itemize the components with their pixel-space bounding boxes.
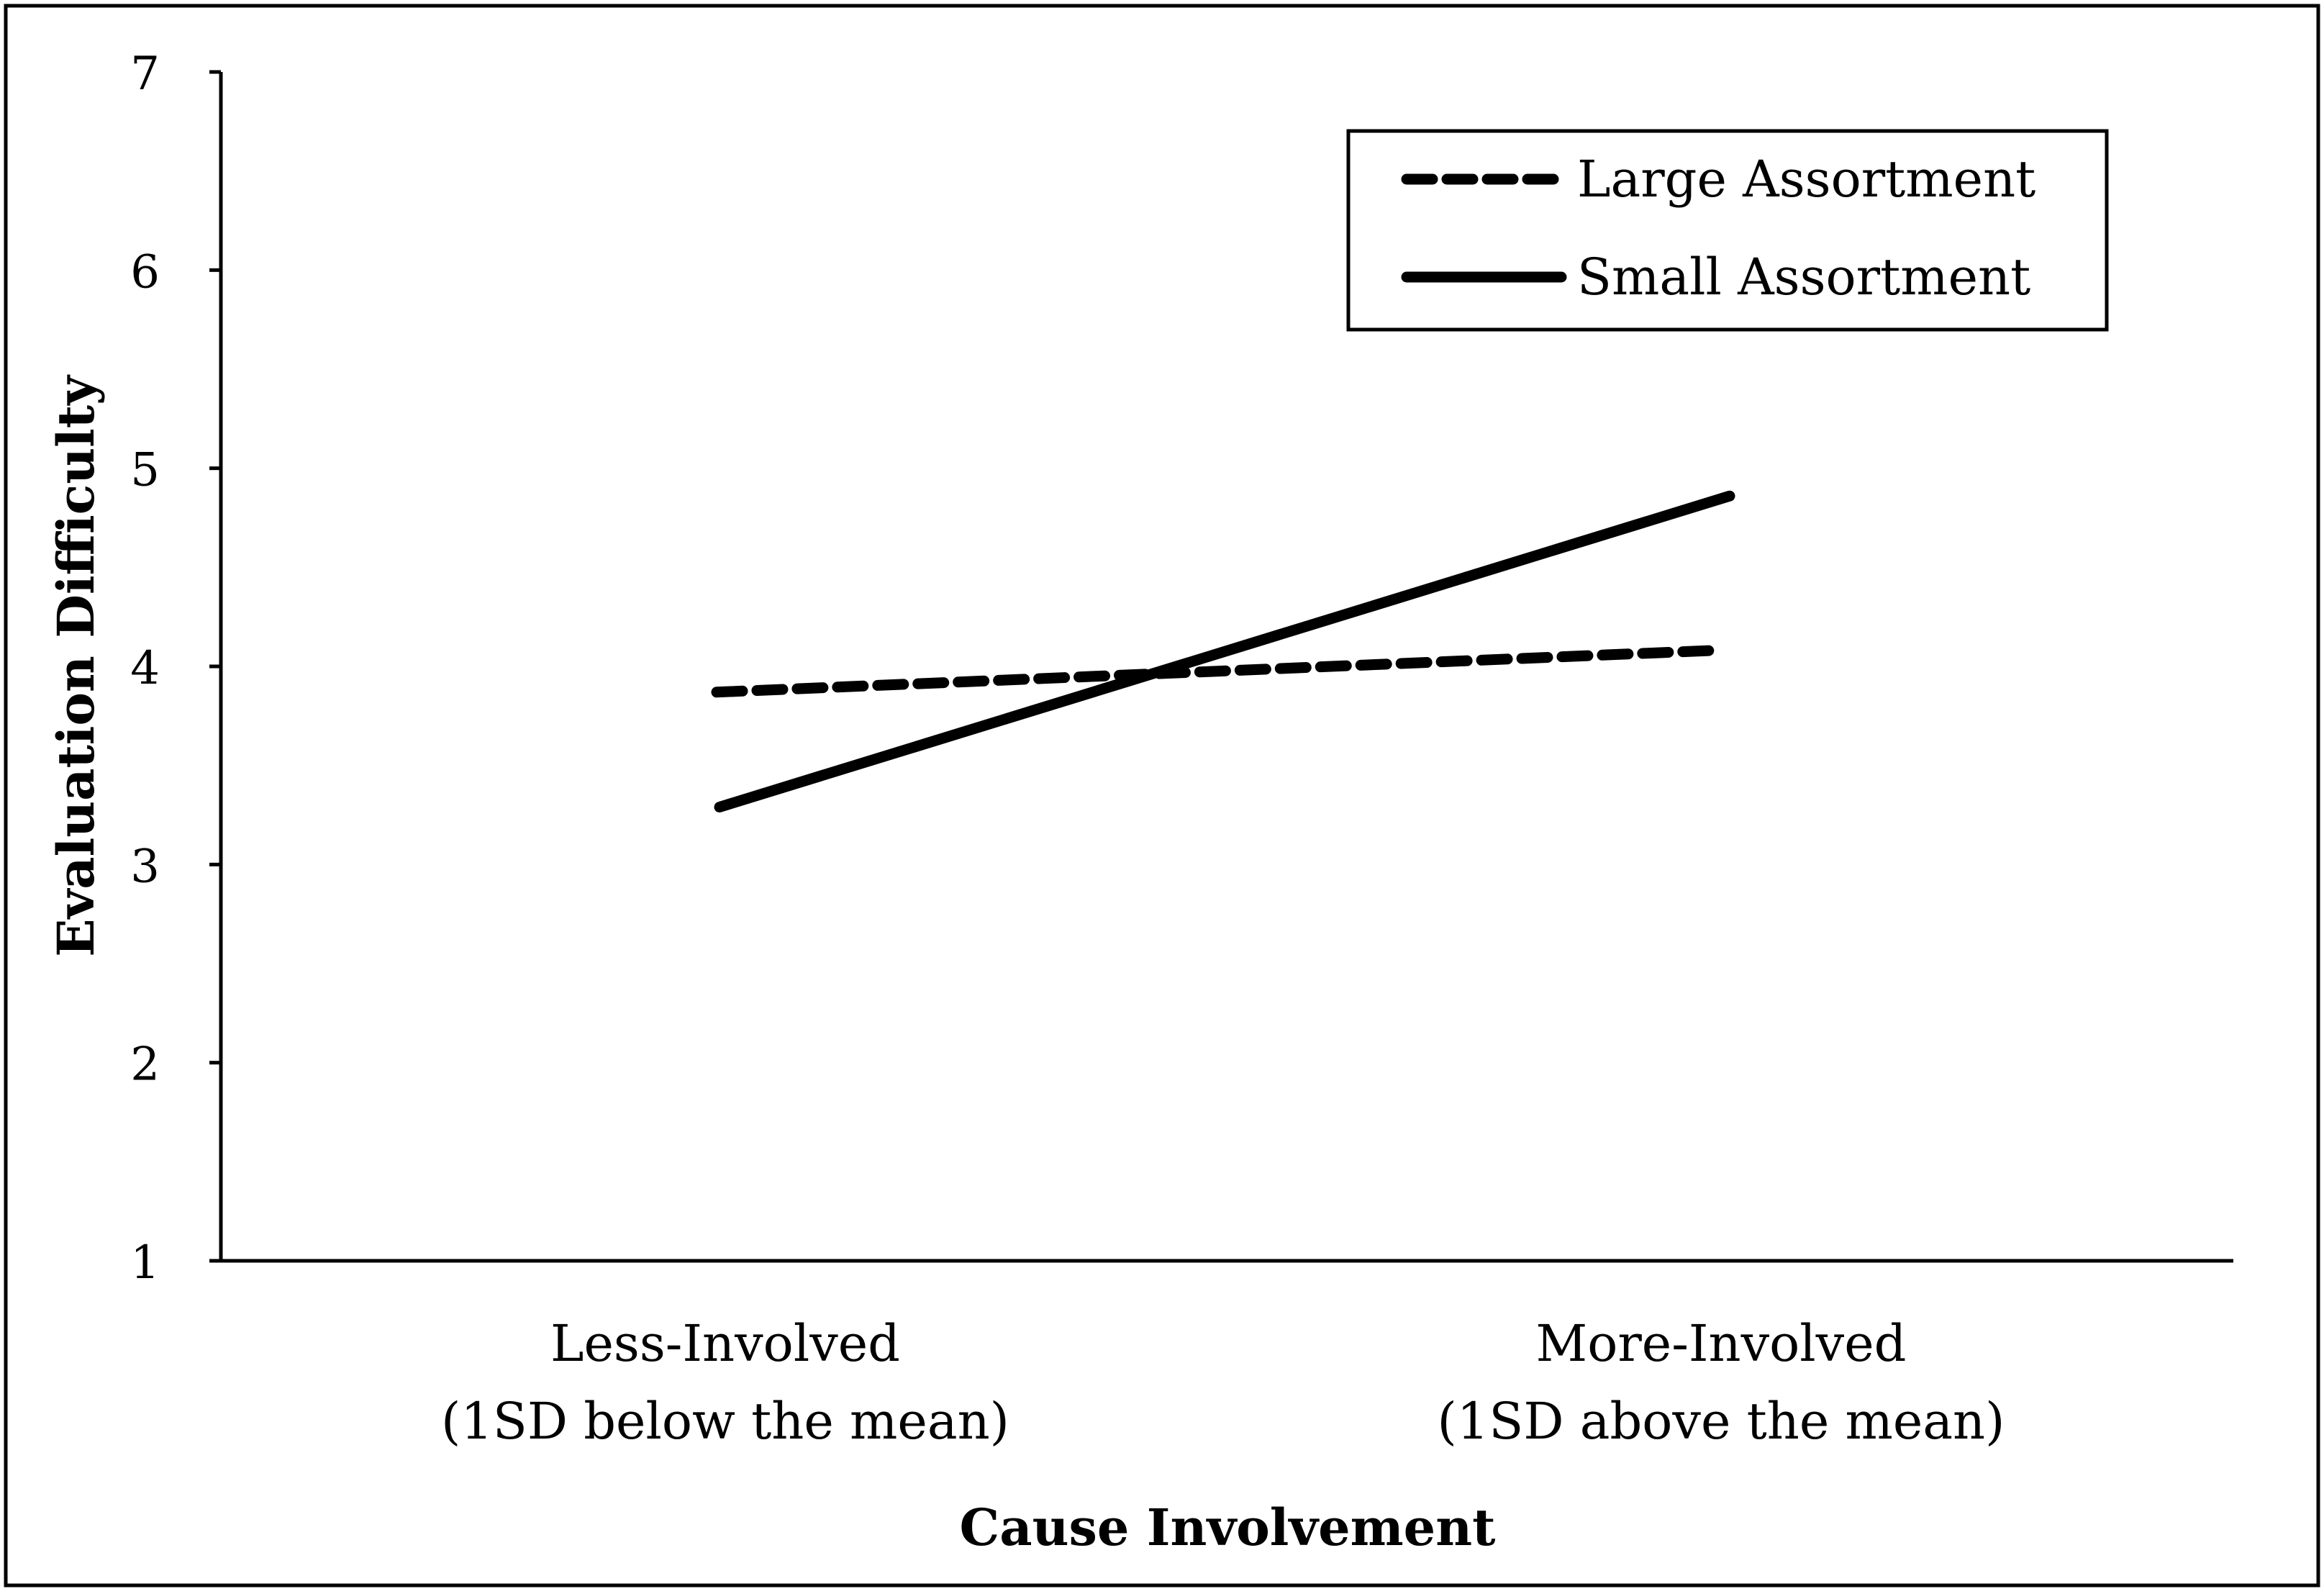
legend-label: Large Assortment: [1577, 150, 2035, 209]
y-tick-label: 1: [130, 1236, 160, 1290]
x-category-label: More-Involved: [1536, 1314, 1907, 1373]
y-tick-label: 2: [130, 1038, 160, 1092]
series-layer: [717, 496, 1730, 807]
legend-label: Small Assortment: [1577, 248, 2030, 307]
x-category-label: (1SD above the mean): [1438, 1392, 2005, 1451]
y-tick-label: 6: [130, 245, 160, 299]
x-category-label: (1SD below the mean): [441, 1392, 1009, 1451]
y-tick-label: 4: [130, 642, 160, 695]
y-tick-label: 5: [130, 444, 160, 497]
y-ticks: 1 2 3 4 5 6 7: [130, 47, 221, 1290]
legend: Large Assortment Small Assortment: [1348, 131, 2107, 330]
x-ticks: Less-Involved (1SD below the mean) More-In…: [441, 1314, 2005, 1451]
y-tick-label: 3: [130, 840, 160, 893]
x-axis-title: Cause Involvement: [960, 1498, 1496, 1557]
y-axis-title: Evaluation Difficulty: [46, 374, 106, 957]
x-category-label: Less-Involved: [550, 1314, 900, 1373]
y-tick-label: 7: [130, 47, 160, 101]
